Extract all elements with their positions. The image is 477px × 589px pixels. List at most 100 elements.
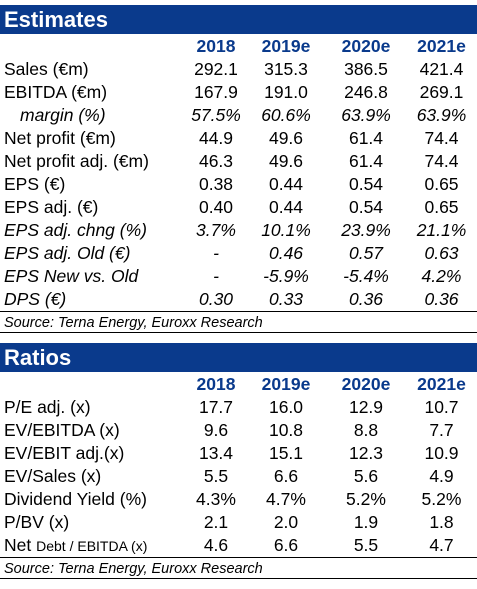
cell-value: 246.8 <box>344 82 388 102</box>
cell-value: 57.5% <box>191 105 241 125</box>
cell-value: 167.9 <box>194 82 238 102</box>
table-row: EPS (€) 0.38 0.44 0.54 0.65 <box>0 173 477 196</box>
cell-value: 5.5 <box>203 466 229 486</box>
cell-value: 0.33 <box>268 289 304 309</box>
cell-value: 0.38 <box>198 174 234 194</box>
cell-value: 6.6 <box>273 466 299 486</box>
cell-value: 8.8 <box>353 420 379 440</box>
cell-value: 1.8 <box>429 512 454 532</box>
cell-value: 292.1 <box>194 59 238 79</box>
cell-value: 21.1% <box>416 220 467 240</box>
row-label: Net profit adj. (€m) <box>0 150 186 173</box>
header-blank <box>0 34 186 58</box>
row-label-text: Net profit adj. (€m) <box>4 151 149 171</box>
cell-value: 0.54 <box>348 197 384 217</box>
cell-value: 0.63 <box>424 243 459 263</box>
row-label: EPS adj. chng (%) <box>0 219 186 242</box>
estimates-header-row: 2018 2019e 2020e 2021e <box>0 34 477 58</box>
cell-value: 191.0 <box>264 82 308 102</box>
cell-value: 0.44 <box>268 174 304 194</box>
ratios-table: 2018 2019e 2020e 2021e P/E adj. (x) 17.7 1… <box>0 372 477 557</box>
row-label-text: EPS adj. chng (%) <box>4 220 147 240</box>
row-label-text: Net <box>4 535 32 555</box>
row-label-text: EPS adj. Old (€) <box>4 243 131 263</box>
column-header: 2021e <box>417 373 466 394</box>
row-label: EV/Sales (x) <box>0 465 186 488</box>
table-row: EV/Sales (x) 5.5 6.6 5.6 4.9 <box>0 465 477 488</box>
table-row: P/BV (x) 2.1 2.0 1.9 1.8 <box>0 511 477 534</box>
row-label: EPS adj. Old (€) <box>0 242 186 265</box>
cell-value: 16.0 <box>268 397 304 417</box>
cell-value: 10.1% <box>261 220 311 240</box>
row-label-text: EPS adj. (€) <box>4 197 99 217</box>
column-header: 2019e <box>261 35 311 56</box>
table-row: Net profit (€m) 44.9 49.6 61.4 74.4 <box>0 127 477 150</box>
cell-value: 49.6 <box>268 151 304 171</box>
cell-value: 49.6 <box>268 128 304 148</box>
table-row: Net profit adj. (€m) 46.3 49.6 61.4 74.4 <box>0 150 477 173</box>
table-row: EPS New vs. Old - -5.9% -5.4% 4.2% <box>0 265 477 288</box>
cell-value: 0.46 <box>268 243 304 263</box>
cell-value: 269.1 <box>419 82 464 102</box>
cell-value: 0.65 <box>424 197 459 217</box>
cell-value: 61.4 <box>348 128 384 148</box>
row-label-small-text: Debt / EBITDA (x) <box>36 538 148 554</box>
row-label-text: Net profit (€m) <box>4 128 116 148</box>
row-label-text: P/E adj. (x) <box>4 397 91 417</box>
estimates-source: Source: Terna Energy, Euroxx Research <box>0 311 477 333</box>
row-label-text: EV/EBITDA (x) <box>4 420 120 440</box>
cell-value: 74.4 <box>424 128 459 148</box>
cell-value: 5.5 <box>353 535 379 555</box>
row-label: EPS New vs. Old <box>0 265 186 288</box>
row-label: EV/EBITDA (x) <box>0 419 186 442</box>
column-header: 2018 <box>196 373 236 394</box>
cell-value: 5.2% <box>421 489 462 509</box>
cell-value: 63.9% <box>341 105 391 125</box>
column-header: 2020e <box>341 373 391 394</box>
cell-value: 3.7% <box>196 220 236 240</box>
table-row: margin (%) 57.5% 60.6% 63.9% 63.9% <box>0 104 477 127</box>
cell-value: - <box>213 243 219 263</box>
row-label: Net profit (€m) <box>0 127 186 150</box>
table-row: EV/EBITDA (x) 9.6 10.8 8.8 7.7 <box>0 419 477 442</box>
table-row: Dividend Yield (%) 4.3% 4.7% 5.2% 5.2% <box>0 488 477 511</box>
row-label-text: EBITDA (€m) <box>4 82 108 102</box>
row-label: EBITDA (€m) <box>0 81 186 104</box>
cell-value: 10.7 <box>424 397 459 417</box>
row-label-text: EV/EBIT adj.(x) <box>4 443 125 463</box>
cell-value: 13.4 <box>198 443 234 463</box>
row-label-text: EV/Sales (x) <box>4 466 102 486</box>
cell-value: -5.9% <box>263 266 309 286</box>
cell-value: 12.9 <box>348 397 384 417</box>
cell-value: 0.44 <box>268 197 304 217</box>
table-row: EV/EBIT adj.(x) 13.4 15.1 12.3 10.9 <box>0 442 477 465</box>
row-label: P/BV (x) <box>0 511 186 534</box>
table-row: EBITDA (€m) 167.9 191.0 246.8 269.1 <box>0 81 477 104</box>
cell-value: 4.2% <box>421 266 462 286</box>
cell-value: 1.9 <box>353 512 379 532</box>
cell-value: 15.1 <box>268 443 304 463</box>
cell-value: 4.9 <box>429 466 454 486</box>
table-row: P/E adj. (x) 17.7 16.0 12.9 10.7 <box>0 396 477 419</box>
column-header: 2020e <box>341 35 391 56</box>
row-label: margin (%) <box>0 104 186 127</box>
row-label-text: DPS (€) <box>4 289 67 309</box>
row-label-text: Sales (€m) <box>4 59 89 79</box>
cell-value: 10.9 <box>424 443 459 463</box>
cell-value: 421.4 <box>419 59 464 79</box>
row-label: Net Debt / EBITDA (x) <box>0 534 186 557</box>
table-row: EPS adj. Old (€) - 0.46 0.57 0.63 <box>0 242 477 265</box>
row-label: Sales (€m) <box>0 58 186 81</box>
cell-value: 23.9% <box>341 220 391 240</box>
cell-value: 2.0 <box>273 512 299 532</box>
column-header: 2021e <box>417 35 466 56</box>
cell-value: 0.36 <box>348 289 384 309</box>
cell-value: 10.8 <box>268 420 304 440</box>
cell-value: 74.4 <box>424 151 459 171</box>
cell-value: 44.9 <box>198 128 234 148</box>
row-label-text: EPS New vs. Old <box>4 266 139 286</box>
cell-value: 9.6 <box>203 420 229 440</box>
cell-value: 5.6 <box>353 466 379 486</box>
cell-value: 0.54 <box>348 174 384 194</box>
cell-value: 4.7 <box>429 535 454 555</box>
